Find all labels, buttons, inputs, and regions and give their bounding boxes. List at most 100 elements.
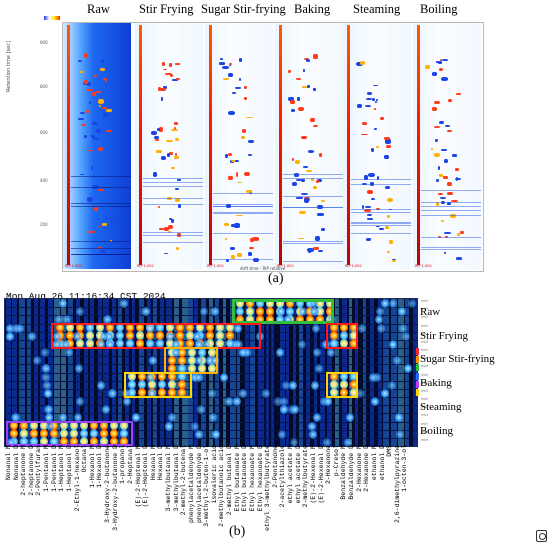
- horizontal-band: [143, 235, 203, 237]
- ion-signal-spot: [448, 99, 453, 103]
- compound-label: 2-Hexanone M: [355, 445, 363, 492]
- ion-signal-spot: [378, 227, 385, 230]
- signal-spot: [340, 372, 348, 381]
- signal-spot: [188, 355, 196, 365]
- horizontal-band: [421, 214, 481, 216]
- signal-spot: [388, 339, 397, 349]
- ion-signal-spot: [110, 221, 116, 224]
- signal-spot: [128, 380, 136, 390]
- signal-spot: [191, 421, 200, 431]
- ion-signal-spot: [228, 73, 233, 78]
- ion-signal-spot: [386, 251, 390, 254]
- ion-signal-spot: [316, 178, 322, 183]
- ion-signal-spot: [245, 189, 252, 193]
- ion-signal-spot: [106, 129, 112, 133]
- ion-signal-spot: [104, 216, 108, 220]
- compound-label: 1-Heptanol D: [65, 445, 73, 492]
- ion-signal-spot: [228, 63, 232, 66]
- ion-signal-spot: [435, 201, 439, 206]
- intensity-color-legend: [44, 16, 60, 20]
- ion-signal-spot: [296, 197, 303, 199]
- signal-spot: [20, 437, 28, 446]
- spectrum-sugar-stir-frying: RIP 1.002: [205, 23, 273, 269]
- check-for-updates-icon[interactable]: [536, 530, 547, 542]
- ion-signal-spot: [433, 126, 441, 129]
- ion-signal-spot: [296, 77, 302, 81]
- horizontal-band: [351, 208, 411, 210]
- signal-spot: [60, 421, 68, 430]
- signal-spot: [10, 429, 18, 439]
- ion-signal-spot: [383, 155, 389, 160]
- compound-label: 1-Hexanol D: [96, 445, 104, 488]
- signal-spot: [326, 348, 335, 357]
- signal-spot: [282, 380, 291, 390]
- signal-spot: [101, 405, 110, 415]
- rip-peak-line: [139, 25, 142, 265]
- ion-signal-spot: [439, 58, 443, 62]
- ion-signal-spot: [434, 153, 440, 158]
- signal-spot: [53, 331, 62, 341]
- ion-signal-spot: [291, 181, 298, 186]
- ion-signal-spot: [364, 104, 371, 108]
- row-tick-label: mbf: [421, 437, 428, 442]
- signal-spot: [54, 315, 63, 325]
- signal-spot: [76, 323, 84, 332]
- signal-spot: [297, 339, 306, 349]
- ion-signal-spot: [375, 145, 379, 148]
- signal-spot: [350, 380, 358, 390]
- compound-label: 1-Heptanol M: [58, 445, 66, 492]
- signal-spot: [50, 421, 58, 430]
- row-color-swatch: [416, 388, 419, 396]
- signal-spot: [43, 380, 52, 390]
- signal-spot: [210, 356, 219, 366]
- signal-spot: [146, 331, 154, 341]
- ion-signal-spot: [223, 222, 230, 226]
- ion-signal-spot: [365, 205, 372, 208]
- signal-spot: [344, 437, 353, 446]
- ion-signal-spot: [251, 237, 259, 241]
- signal-spot: [232, 397, 241, 406]
- signal-spot: [86, 323, 94, 332]
- ion-signal-spot: [77, 60, 83, 63]
- horizontal-band: [143, 198, 203, 200]
- ion-signal-spot: [170, 74, 174, 78]
- ion-signal-spot: [288, 70, 291, 74]
- signal-spot: [350, 372, 358, 381]
- ion-signal-spot: [384, 226, 389, 229]
- horizontal-band: [283, 177, 343, 179]
- horizontal-band: [71, 176, 131, 178]
- ion-signal-spot: [89, 101, 92, 104]
- compound-label: ethanol D: [378, 445, 386, 481]
- signal-spot: [316, 306, 324, 316]
- ion-signal-spot: [439, 174, 443, 177]
- rip-label: RIP 1.002: [137, 264, 154, 268]
- ion-signal-spot: [239, 57, 243, 62]
- signal-spot: [323, 397, 332, 406]
- compound-label: Hexanal D: [157, 445, 165, 481]
- signal-spot: [190, 372, 199, 382]
- ion-signal-spot: [84, 134, 87, 139]
- ion-signal-spot: [154, 135, 159, 140]
- box-baking: [124, 371, 192, 398]
- ion-signal-spot: [311, 178, 314, 182]
- signal-spot: [86, 339, 94, 349]
- horizontal-band: [213, 192, 273, 194]
- box-boiling: [6, 420, 133, 446]
- row-tick-label: mbf: [421, 356, 428, 361]
- gallery-plot-fingerprint: [4, 298, 418, 447]
- signal-spot: [316, 314, 324, 324]
- ion-signal-spot: [163, 227, 170, 231]
- signal-spot: [97, 339, 106, 349]
- signal-spot: [350, 339, 358, 349]
- signal-spot: [306, 314, 314, 324]
- ion-signal-spot: [220, 58, 224, 61]
- signal-spot: [330, 380, 338, 390]
- ion-signal-spot: [223, 78, 229, 81]
- panel-label-b: (b): [229, 524, 246, 539]
- signal-spot: [308, 429, 317, 439]
- signal-spot: [50, 429, 58, 439]
- row-color-swatch: [416, 364, 419, 372]
- ion-signal-spot: [302, 86, 307, 89]
- ion-signal-spot: [158, 228, 164, 230]
- signal-spot: [216, 323, 224, 332]
